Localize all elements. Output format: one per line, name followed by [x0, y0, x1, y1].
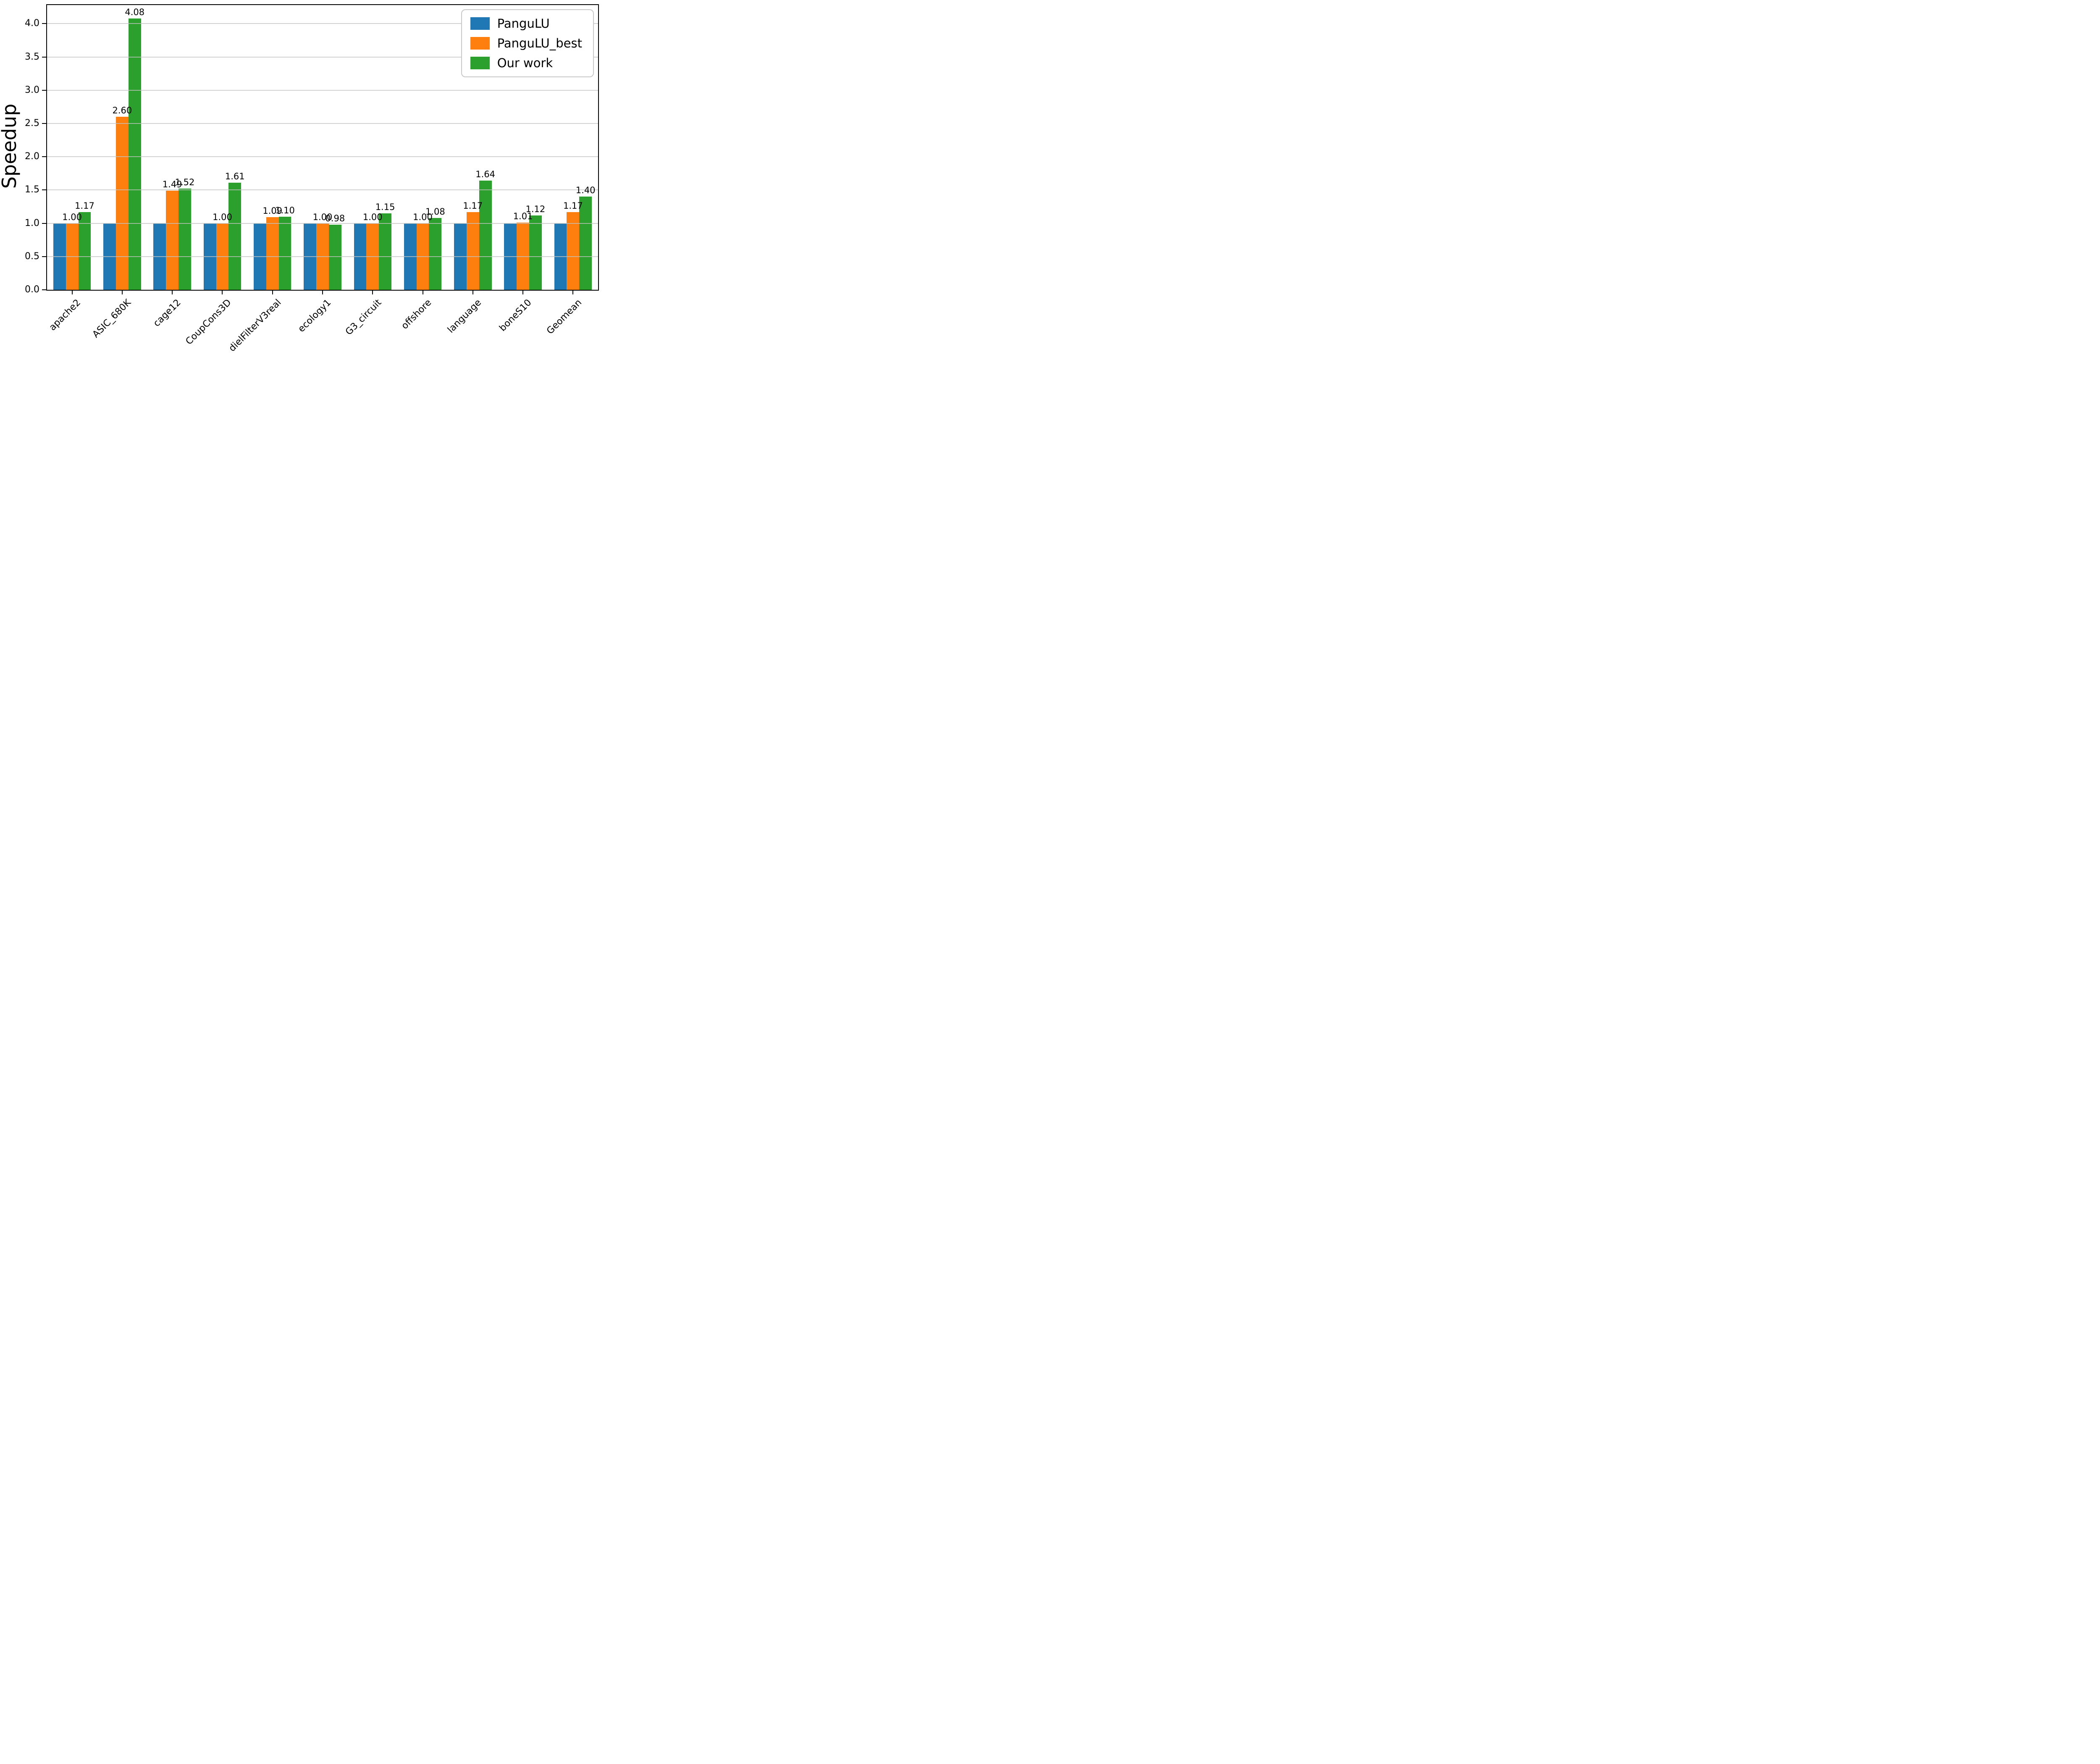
bar-value-label: 1.17: [563, 200, 583, 211]
bar-value-label: 1.01: [513, 211, 533, 221]
gridline: [47, 23, 598, 24]
gridline: [47, 156, 598, 158]
gridline: [47, 89, 598, 91]
x-tick-mark: [121, 291, 123, 294]
bar-value-label: 0.98: [325, 213, 345, 223]
y-tick-label: 2.5: [25, 118, 39, 129]
bar-value-label: 1.49: [162, 179, 182, 189]
bar-our-work-ASIC_680K: [128, 18, 141, 290]
x-category-label: offshore: [399, 297, 434, 332]
bar-our-work-apache2: [78, 212, 91, 290]
legend-item: PanguLU: [470, 17, 582, 30]
legend-label: Our work: [497, 56, 553, 70]
bar-value-label: 1.00: [362, 212, 383, 222]
bar-pangulu-best-Geomean: [567, 212, 580, 290]
gridline: [47, 56, 598, 58]
x-category-label: Geomean: [545, 297, 584, 336]
bar-value-label: 4.08: [125, 7, 145, 17]
bar-pangulu-best-cage12: [166, 190, 179, 290]
bar-value-label: 1.61: [225, 171, 245, 181]
bar-value-label: 1.00: [413, 212, 433, 222]
y-tick-label: 4.0: [25, 18, 39, 29]
x-tick-mark: [322, 291, 323, 294]
x-tick-mark: [522, 291, 524, 294]
x-tick-mark: [222, 291, 223, 294]
y-tick-mark: [42, 223, 47, 224]
legend-swatch-icon: [470, 57, 490, 69]
bar-our-work-offshore: [429, 218, 442, 290]
bar-value-label: 1.00: [312, 212, 333, 222]
y-tick-mark: [42, 256, 47, 257]
bar-value-label: 1.40: [575, 185, 596, 196]
bar-value-label: 1.17: [75, 200, 94, 211]
plot-area: PanguLU PanguLU_best Our work 1.00 2.60 1.…: [46, 4, 599, 291]
bar-our-work-dielFilterV3real: [278, 216, 291, 290]
bar-our-work-G3_circuit: [379, 213, 391, 290]
bar-value-label: 2.60: [112, 105, 132, 116]
legend-label: PanguLU_best: [497, 36, 582, 50]
legend-swatch-icon: [470, 17, 490, 30]
y-tick-mark: [42, 23, 47, 24]
y-axis-title: Speedup: [0, 103, 21, 189]
x-category-label: cage12: [151, 297, 183, 329]
gridline: [47, 123, 598, 124]
y-tick-label: 3.0: [25, 84, 39, 95]
speedup-bar-chart: Speedup PanguLU PanguLU_best Our work 1.…: [0, 0, 605, 353]
y-tick-mark: [42, 156, 47, 158]
legend-item: Our work: [470, 56, 582, 70]
x-category-label: language: [446, 297, 484, 336]
bar-value-label: 1.10: [275, 205, 295, 215]
x-category-label: CoupCons3D: [184, 297, 234, 347]
gridline: [47, 189, 598, 191]
legend-swatch-icon: [470, 37, 490, 50]
x-category-label: dielFilterV3real: [227, 297, 284, 353]
bar-pangulu-best-ASIC_680K: [116, 117, 129, 290]
y-tick-mark: [42, 189, 47, 191]
legend-item: PanguLU_best: [470, 37, 582, 50]
bar-value-label: 1.52: [175, 177, 195, 188]
x-tick-mark: [272, 291, 273, 294]
bar-pangulu-best-dielFilterV3real: [266, 217, 279, 290]
y-tick-label: 1.0: [25, 218, 39, 228]
x-tick-mark: [572, 291, 574, 294]
legend: PanguLU PanguLU_best Our work: [461, 9, 594, 77]
bar-value-label: 1.12: [525, 204, 546, 214]
x-category-label: G3_circuit: [343, 297, 383, 338]
x-tick-mark: [372, 291, 373, 294]
x-tick-mark: [472, 291, 473, 294]
x-category-label: ecology1: [296, 297, 333, 335]
y-tick-label: 0.0: [25, 284, 39, 295]
legend-label: PanguLU: [497, 16, 550, 31]
y-tick-label: 2.0: [25, 151, 39, 162]
bar-value-label: 1.00: [213, 212, 232, 222]
bar-value-label: 1.17: [463, 200, 483, 211]
gridline: [47, 223, 598, 224]
x-category-label: apache2: [47, 297, 83, 333]
y-tick-mark: [42, 289, 47, 290]
bar-our-work-language: [479, 181, 492, 290]
x-tick-mark: [172, 291, 173, 294]
y-tick-label: 0.5: [25, 251, 39, 262]
bar-value-label: 1.15: [375, 202, 395, 212]
y-tick-mark: [42, 56, 47, 58]
y-tick-mark: [42, 123, 47, 124]
bar-our-work-ecology1: [328, 224, 341, 290]
bar-value-label: 1.00: [62, 212, 82, 222]
y-tick-mark: [42, 89, 47, 91]
y-tick-label: 3.5: [25, 51, 39, 62]
x-category-label: ASIC_680K: [90, 297, 133, 340]
y-tick-label: 1.5: [25, 184, 39, 195]
bar-our-work-CoupCons3D: [228, 182, 242, 290]
bar-pangulu-best-language: [466, 212, 479, 290]
bar-value-label: 1.09: [262, 206, 283, 216]
bar-our-work-Geomean: [579, 197, 592, 290]
bar-value-label: 1.64: [475, 169, 496, 180]
x-category-label: boneS10: [497, 297, 534, 334]
bar-our-work-cage12: [178, 189, 191, 290]
bar-our-work-boneS10: [529, 215, 542, 290]
gridline: [47, 256, 598, 257]
x-tick-mark: [71, 291, 73, 294]
bar-value-label: 1.08: [425, 206, 445, 217]
